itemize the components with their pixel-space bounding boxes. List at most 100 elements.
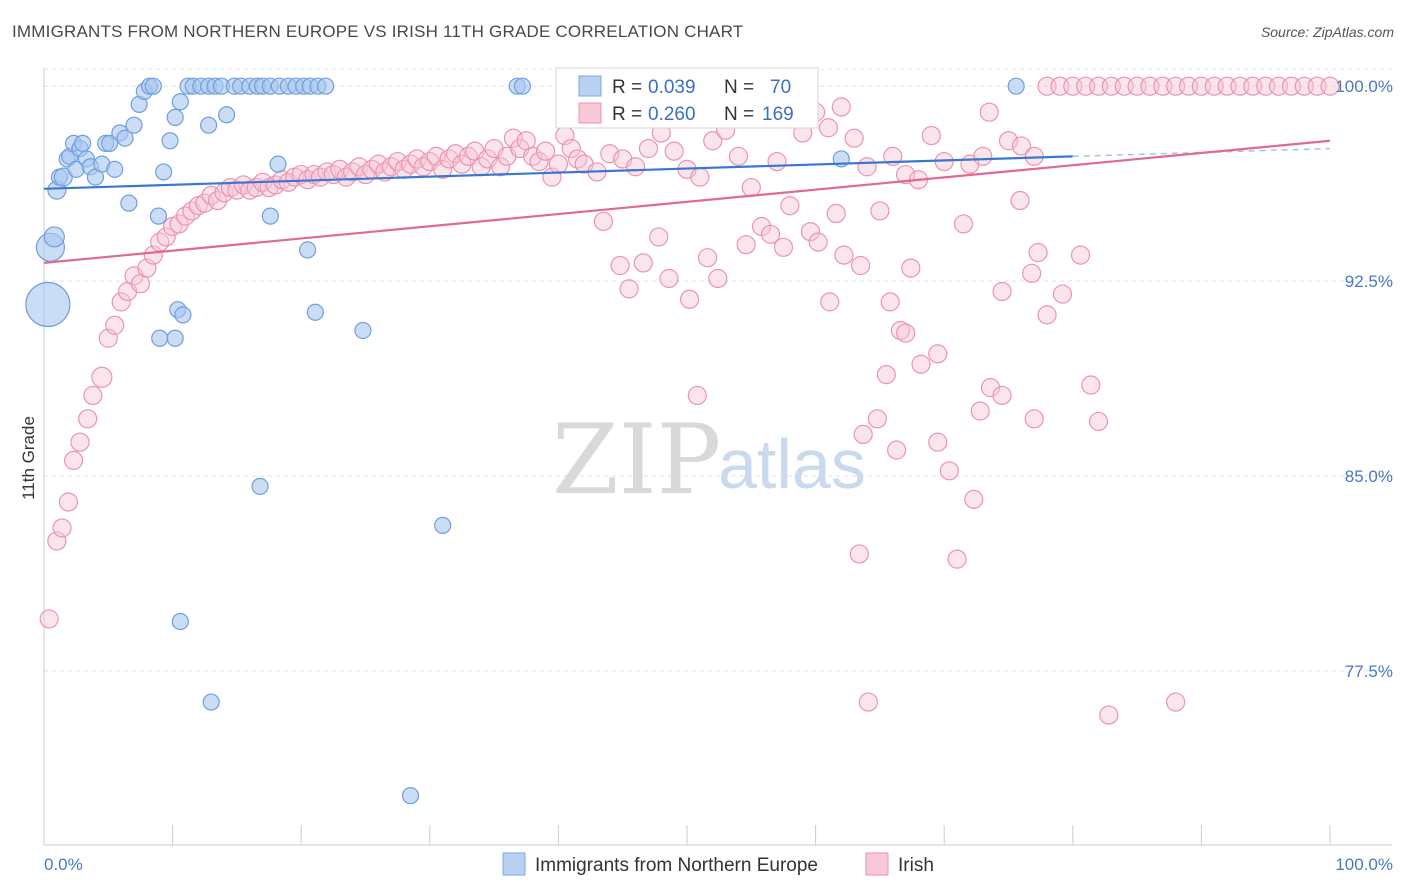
y-tick-label: 100.0%	[1335, 77, 1393, 96]
irish-point	[529, 151, 549, 172]
bottom-legend-swatch-blue	[502, 852, 526, 876]
irish-point	[600, 144, 620, 164]
irish-point	[741, 177, 761, 198]
irish-point	[853, 424, 873, 445]
irish-point	[876, 365, 896, 385]
irish-point	[921, 125, 941, 146]
legend-swatch-pink	[578, 102, 602, 124]
northern-europe-point	[53, 167, 73, 187]
irish-point	[111, 292, 131, 312]
northern-europe-trend-extension	[1072, 147, 1331, 158]
irish-point	[91, 366, 113, 388]
northern-europe-point	[218, 106, 236, 124]
irish-point	[83, 385, 103, 406]
northern-europe-point	[401, 787, 420, 805]
irish-point	[535, 141, 556, 161]
irish-point	[452, 154, 472, 174]
irish-point	[1037, 305, 1057, 325]
y-tick-labels: 100.0% 92.5% 85.0% 77.5%	[1335, 77, 1393, 681]
legend-r-label-blue: R =	[612, 77, 642, 98]
irish-point	[208, 190, 228, 211]
irish-point	[858, 692, 878, 712]
irish-point	[1320, 76, 1340, 96]
irish-point	[638, 138, 659, 159]
irish-point	[1070, 245, 1091, 265]
irish-point	[633, 253, 653, 273]
irish-point	[336, 167, 356, 187]
irish-point	[1011, 136, 1031, 156]
irish-point	[70, 432, 90, 452]
irish-point	[58, 492, 79, 512]
irish-point	[1166, 692, 1186, 712]
northern-europe-point	[144, 77, 162, 95]
irish-point	[659, 268, 679, 289]
irish-point	[1052, 284, 1073, 304]
irish-point	[52, 518, 72, 538]
irish-point	[175, 206, 196, 226]
irish-point	[896, 164, 916, 185]
irish-point	[697, 248, 718, 268]
irish-point	[664, 141, 684, 161]
irish-point	[834, 245, 854, 265]
irish-point	[708, 268, 728, 289]
irish-point	[375, 162, 395, 182]
northern-europe-point	[43, 226, 65, 248]
irish-point	[63, 450, 84, 470]
x-tick-labels: 0.0% 100.0%	[44, 855, 1393, 874]
irish-point	[649, 227, 669, 247]
irish-point	[890, 320, 911, 341]
northern-europe-point	[171, 93, 189, 111]
irish-point	[880, 292, 900, 312]
irish-point	[39, 609, 59, 629]
legend-r-label-pink: R =	[612, 104, 642, 125]
irish-point	[413, 157, 433, 177]
irish-point	[979, 102, 999, 122]
northern-europe-point	[25, 281, 71, 328]
irish-point	[439, 149, 459, 169]
irish-point	[857, 157, 877, 177]
irish-point	[773, 237, 794, 257]
x-tick-label-max: 100.0%	[1335, 855, 1393, 874]
irish-point	[808, 232, 828, 252]
northern-europe-point	[154, 163, 173, 181]
irish-point	[490, 157, 511, 177]
irish-point	[867, 409, 887, 429]
irish-point	[870, 201, 890, 221]
irish-point	[593, 211, 614, 231]
irish-point	[973, 146, 993, 166]
northern-europe-point	[299, 241, 317, 259]
irish-point	[690, 167, 710, 187]
irish-point	[911, 354, 931, 374]
northern-europe-point	[174, 306, 192, 324]
northern-europe-point	[166, 329, 184, 347]
irish-point	[970, 401, 990, 421]
irish-point	[105, 315, 125, 335]
irish-point	[458, 146, 478, 166]
northern-europe-point	[161, 132, 179, 150]
northern-europe-trend-line	[43, 155, 1073, 190]
irish-point	[887, 440, 907, 460]
irish-point	[826, 203, 846, 224]
irish-point	[523, 146, 543, 166]
irish-point	[831, 97, 851, 117]
irish-point	[901, 258, 921, 278]
northern-europe-point	[434, 516, 452, 534]
bottom-legend: Immigrants from Northern Europe Irish	[502, 852, 934, 876]
gridlines	[44, 68, 1392, 672]
irish-point	[1024, 409, 1044, 429]
y-tick-label: 77.5%	[1345, 662, 1393, 681]
irish-point	[953, 214, 974, 234]
legend-box: R = 0.039 N = 70 R = 0.260 N = 169	[555, 67, 819, 129]
legend-n-label-blue: N =	[724, 77, 754, 98]
irish-point	[736, 235, 756, 255]
irish-point	[619, 279, 639, 299]
northern-europe-point	[125, 116, 143, 134]
northern-europe-point	[151, 329, 169, 347]
irish-point	[1022, 263, 1042, 283]
irish-point	[679, 289, 700, 309]
northern-europe-point	[73, 134, 92, 152]
irish-point	[992, 385, 1012, 406]
northern-europe-point	[106, 160, 124, 178]
northern-europe-point	[261, 207, 279, 225]
